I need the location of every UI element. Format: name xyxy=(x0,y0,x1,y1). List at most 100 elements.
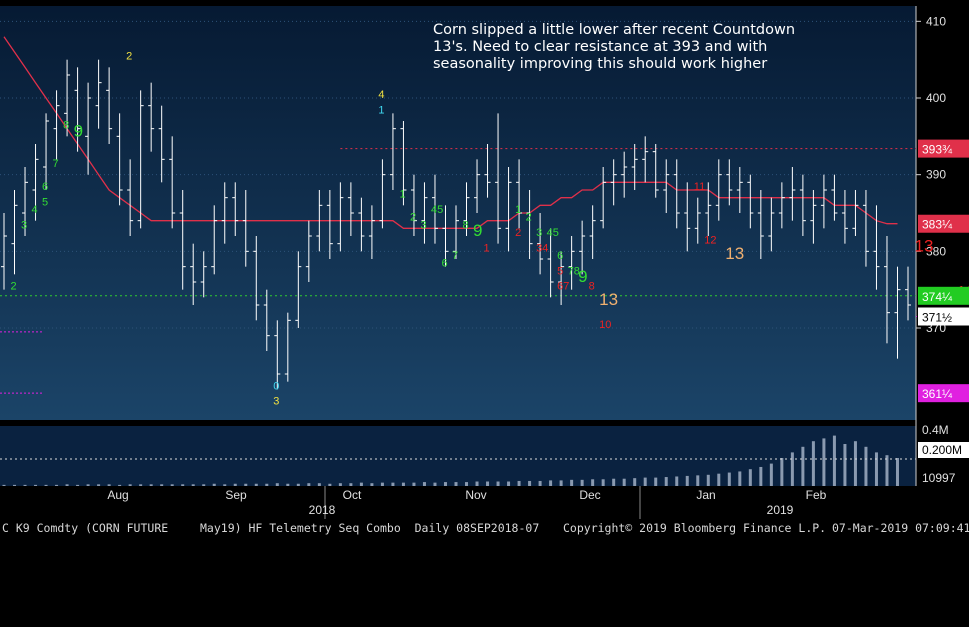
ohlc-bar xyxy=(200,251,207,298)
ohlc-bar xyxy=(316,190,323,252)
ohlc-bar xyxy=(116,113,123,206)
volume-bar xyxy=(801,446,805,486)
td-count-label: 1 xyxy=(399,189,405,201)
ohlc-bar xyxy=(1,213,7,290)
td-count-label: 78 xyxy=(568,265,580,277)
volume-bar xyxy=(496,481,500,486)
volume-bar xyxy=(517,480,521,486)
ohlc-bar xyxy=(284,312,291,382)
month-label: Aug xyxy=(107,488,128,502)
volume-bar xyxy=(244,483,248,486)
volume-bar xyxy=(139,484,143,486)
ohlc-bar xyxy=(673,159,680,229)
ohlc-bar xyxy=(558,251,565,305)
year-label: 2019 xyxy=(767,503,794,517)
status-footer: C K9 Comdty (CORN FUTURE May19) HF Telem… xyxy=(0,519,969,537)
ohlc-bar xyxy=(621,151,628,198)
ohlc-bar xyxy=(537,213,544,275)
td-count-label: 11 xyxy=(694,181,705,193)
ohlc-bar xyxy=(516,159,523,229)
ohlc-bar xyxy=(11,190,18,275)
td-count-label: 9 xyxy=(578,267,587,286)
volume-bar xyxy=(97,484,101,486)
volume-bar xyxy=(65,484,69,486)
volume-bar xyxy=(170,484,174,486)
volume-bar xyxy=(633,478,637,486)
ohlc-bar xyxy=(410,174,417,236)
volume-bar xyxy=(359,482,363,486)
ohlc-bar xyxy=(631,144,638,190)
ohlc-bar xyxy=(326,190,333,259)
price-tag-label: 374¼ xyxy=(922,290,953,304)
volume-bar xyxy=(706,474,710,486)
volume-bar xyxy=(118,484,122,486)
footer-study: May19) HF Telemetry Seq Combo Daily 08SE… xyxy=(200,521,540,535)
ohlc-bar xyxy=(684,182,691,252)
volume-bar xyxy=(86,484,90,486)
volume-bar xyxy=(717,473,721,486)
price-tag: 393¾ xyxy=(918,139,969,158)
volume-bar xyxy=(780,458,784,486)
td-count-label: 67 xyxy=(557,281,569,293)
ohlc-bar xyxy=(358,197,365,252)
volume-bar xyxy=(349,483,353,486)
volume-bar xyxy=(265,483,269,486)
td-count-label: 4 xyxy=(378,89,384,101)
volume-bar xyxy=(769,463,773,486)
volume-bar xyxy=(391,482,395,486)
price-panel xyxy=(0,6,916,420)
volume-bar xyxy=(233,483,237,486)
chart-window: 370 380 390 400 410 2 3 4 5 6 7 8 9 2 4 1 1 2 3 45 6 7 8 9 1 1 2 2 3… xyxy=(0,6,969,537)
ohlc-bar xyxy=(305,220,312,282)
volume-bar xyxy=(612,478,616,486)
volume-bar xyxy=(885,455,889,486)
ohlc-bar xyxy=(442,205,449,267)
volume-bar xyxy=(13,484,17,486)
ohlc-bar xyxy=(474,159,481,213)
ohlc-bar xyxy=(610,159,617,206)
ohlc-bar xyxy=(799,174,806,236)
moving-average-line xyxy=(3,36,898,229)
ohlc-bar xyxy=(127,159,134,236)
td-count-label: 6 xyxy=(441,258,447,270)
ohlc-bar xyxy=(453,205,459,259)
month-label: Nov xyxy=(465,488,486,502)
volume-bar xyxy=(748,469,752,486)
volume-bar xyxy=(538,480,542,486)
td-count-label: 2 xyxy=(410,212,416,224)
volume-bar xyxy=(507,481,511,486)
month-label: Feb xyxy=(806,488,827,502)
volume-bar xyxy=(580,479,584,486)
td-count-label: 4 xyxy=(32,204,38,216)
volume-bar xyxy=(664,477,668,486)
volume-bar xyxy=(2,484,6,486)
volume-bar xyxy=(443,482,447,486)
ohlc-bar xyxy=(74,67,81,152)
volume-bar xyxy=(790,452,794,486)
ohlc-bar xyxy=(431,174,438,244)
ohlc-bar xyxy=(747,174,754,229)
volume-bar xyxy=(654,477,658,486)
ohlc-bar xyxy=(389,113,396,190)
td-count-label: 5 xyxy=(557,265,563,277)
ohlc-bar xyxy=(263,289,270,351)
volume-bar xyxy=(149,484,153,486)
volume-bar xyxy=(822,438,826,486)
ohlc-bar xyxy=(873,205,880,290)
td-count-label: 2 xyxy=(11,281,17,293)
price-tag-box xyxy=(918,384,969,403)
td-count-label: 6 xyxy=(557,250,563,262)
volume-bar xyxy=(401,482,405,486)
ohlc-bar xyxy=(95,59,102,129)
volume-bar xyxy=(685,475,689,486)
axis-band xyxy=(0,486,969,519)
y-tick-label: 380 xyxy=(926,244,946,258)
td-count-label: 2 xyxy=(515,227,521,239)
month-label: Jan xyxy=(696,488,715,502)
td-count-label: 1 xyxy=(515,204,521,216)
ohlc-bar xyxy=(568,236,575,290)
td-count-label: 3 xyxy=(273,396,279,408)
volume-bar xyxy=(559,480,563,486)
volume-bar xyxy=(34,484,38,486)
